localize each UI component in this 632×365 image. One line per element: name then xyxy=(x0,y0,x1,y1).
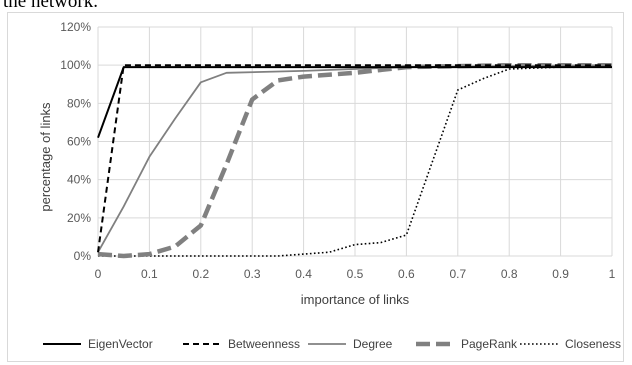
x-tick-label: 0.8 xyxy=(501,267,518,281)
x-tick-label: 0.4 xyxy=(295,267,312,281)
series-line-closeness xyxy=(98,66,612,257)
x-tick-label: 0.5 xyxy=(347,267,364,281)
legend-label-pagerank: PageRank xyxy=(461,337,518,351)
legend: EigenVector Betweenness Degree PageRank Clos… xyxy=(43,337,621,351)
cut-off-caption-text: the network. xyxy=(3,0,98,12)
x-tick-label: 1 xyxy=(609,267,616,281)
legend-label-betweenness: Betweenness xyxy=(228,337,300,351)
x-tick-label: 0.9 xyxy=(552,267,569,281)
series-line-degree xyxy=(97,64,613,253)
chart-frame xyxy=(7,12,624,362)
legend-label-degree: Degree xyxy=(353,337,393,351)
y-axis-title: percentage of links xyxy=(38,102,53,212)
y-tick-label: 20% xyxy=(67,211,91,225)
legend-label-eigenvector: EigenVector xyxy=(88,337,153,351)
legend-label-closeness: Closeness xyxy=(565,337,621,351)
x-tick-label: 0.2 xyxy=(192,267,209,281)
x-tick-label: 0.3 xyxy=(244,267,261,281)
x-tick-label: 0 xyxy=(95,267,102,281)
y-tick-label: 120% xyxy=(60,20,91,34)
grid-lines xyxy=(97,26,613,257)
x-tick-label: 0.1 xyxy=(141,267,158,281)
y-tick-label: 60% xyxy=(67,135,91,149)
series-layer xyxy=(97,62,613,259)
x-tick-label: 0.6 xyxy=(398,267,415,281)
y-tick-label: 100% xyxy=(60,58,91,72)
y-tick-label: 0% xyxy=(74,249,92,263)
y-tick-label: 40% xyxy=(67,173,91,187)
series-line-betweenness xyxy=(97,64,612,253)
series-line-eigenvector xyxy=(97,66,612,139)
y-tick-label: 80% xyxy=(67,96,91,110)
x-axis-title: importance of links xyxy=(301,292,410,307)
x-tick-label: 0.7 xyxy=(449,267,466,281)
axis-ticks: 0% 20% 40% 60% 80% 100% 120% 0 0.1 0.2 0.3 0.4 0.5 0.… xyxy=(60,20,615,281)
